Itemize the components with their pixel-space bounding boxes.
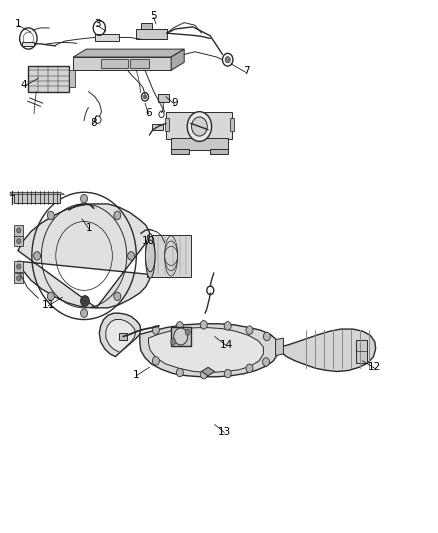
Circle shape <box>127 252 134 260</box>
Polygon shape <box>140 324 279 377</box>
Circle shape <box>246 364 253 373</box>
Polygon shape <box>119 333 127 340</box>
Polygon shape <box>73 49 184 57</box>
Circle shape <box>262 358 269 366</box>
Circle shape <box>191 117 207 136</box>
Text: 1: 1 <box>14 19 21 29</box>
Polygon shape <box>171 327 191 346</box>
Polygon shape <box>28 66 69 92</box>
Circle shape <box>225 56 230 63</box>
Circle shape <box>224 321 231 330</box>
Circle shape <box>224 369 231 378</box>
Circle shape <box>143 95 147 99</box>
Circle shape <box>34 252 41 260</box>
Polygon shape <box>14 273 23 284</box>
Polygon shape <box>69 70 74 87</box>
Circle shape <box>263 332 270 341</box>
Circle shape <box>185 329 190 335</box>
Text: 6: 6 <box>145 108 152 118</box>
Circle shape <box>152 357 159 365</box>
Text: 1: 1 <box>86 223 92 233</box>
Polygon shape <box>171 49 184 70</box>
Polygon shape <box>14 225 23 236</box>
Circle shape <box>246 326 253 334</box>
Polygon shape <box>95 34 119 41</box>
Circle shape <box>47 292 54 301</box>
Polygon shape <box>73 57 171 70</box>
Circle shape <box>200 370 207 379</box>
Polygon shape <box>136 29 167 38</box>
Circle shape <box>81 296 89 306</box>
Text: 13: 13 <box>218 427 231 437</box>
Text: 11: 11 <box>42 300 55 310</box>
Polygon shape <box>210 149 228 154</box>
Polygon shape <box>158 94 169 102</box>
Text: 9: 9 <box>171 98 178 108</box>
Polygon shape <box>10 192 64 195</box>
Circle shape <box>177 368 184 377</box>
Circle shape <box>17 228 21 233</box>
Circle shape <box>187 112 212 141</box>
Polygon shape <box>356 340 367 363</box>
Ellipse shape <box>145 233 155 278</box>
Circle shape <box>81 309 88 317</box>
Text: 1: 1 <box>133 370 140 379</box>
Polygon shape <box>276 338 283 356</box>
Polygon shape <box>148 327 263 373</box>
Circle shape <box>200 320 207 329</box>
Text: 7: 7 <box>243 67 249 76</box>
Circle shape <box>17 276 21 281</box>
Circle shape <box>81 195 88 203</box>
Polygon shape <box>171 149 188 154</box>
Polygon shape <box>147 235 191 277</box>
Circle shape <box>152 326 159 334</box>
Circle shape <box>114 211 121 220</box>
Polygon shape <box>166 112 232 139</box>
Text: 10: 10 <box>142 236 155 246</box>
Circle shape <box>47 211 54 220</box>
Polygon shape <box>18 204 150 308</box>
Circle shape <box>171 338 176 345</box>
Polygon shape <box>14 192 60 203</box>
Polygon shape <box>99 313 141 357</box>
Polygon shape <box>14 236 23 246</box>
Text: 4: 4 <box>21 80 27 90</box>
Polygon shape <box>141 22 152 29</box>
Polygon shape <box>102 59 127 68</box>
Polygon shape <box>279 329 376 372</box>
Text: 8: 8 <box>90 118 97 128</box>
Text: 12: 12 <box>368 362 381 372</box>
Circle shape <box>114 292 121 301</box>
Text: 3: 3 <box>94 19 100 29</box>
Circle shape <box>174 328 187 345</box>
Polygon shape <box>22 42 35 46</box>
Text: 14: 14 <box>220 340 233 350</box>
Text: 5: 5 <box>150 11 157 21</box>
Polygon shape <box>171 138 228 150</box>
Polygon shape <box>201 367 215 376</box>
Circle shape <box>17 238 21 244</box>
Circle shape <box>17 264 21 269</box>
Polygon shape <box>106 319 135 352</box>
Polygon shape <box>152 124 163 130</box>
Circle shape <box>177 321 184 330</box>
Polygon shape <box>130 59 149 68</box>
Polygon shape <box>165 118 169 131</box>
Polygon shape <box>14 261 23 272</box>
Ellipse shape <box>145 240 155 272</box>
Polygon shape <box>230 118 234 131</box>
